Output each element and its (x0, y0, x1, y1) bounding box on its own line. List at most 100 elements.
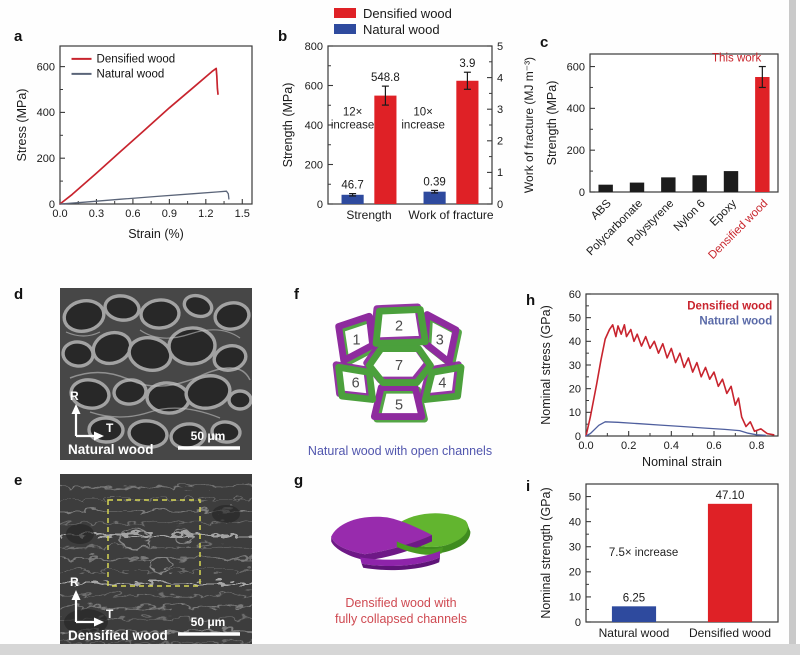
svg-text:0: 0 (49, 199, 55, 211)
svg-text:1.2: 1.2 (198, 208, 213, 220)
svg-text:Strength: Strength (346, 208, 391, 222)
svg-text:Densified wood: Densified wood (97, 53, 176, 65)
svg-text:30: 30 (569, 360, 581, 372)
sem-label: Densified wood (68, 628, 168, 643)
collapsed-channels-diagram (320, 486, 480, 592)
chart-svg-h: 0 10 20 30 40 50 60 0.0 0.2 0.4 0.6 0.8 Nominal stra… (539, 289, 779, 469)
strength-workoffracture-bar-chart: 0 200 400 600 800 0 1 2 3 4 5 Strength (MPa) Work of… (280, 36, 538, 226)
panel-label-b: b (278, 28, 288, 45)
svg-text:R: R (70, 575, 79, 589)
svg-text:Densified wood: Densified wood (687, 301, 772, 313)
caption-collapsed-line2: fully collapsed channels (334, 611, 468, 626)
cell-number-3: 3 (436, 332, 444, 348)
sem-densified-svg: R T Densified wood 50 μm (55, 474, 260, 646)
svg-text:Densified wood: Densified wood (706, 198, 770, 262)
svg-text:Natural wood: Natural wood (699, 316, 772, 328)
svg-text:Nylon 6: Nylon 6 (672, 198, 708, 234)
caption-collapsed-line1: Densified wood with (345, 596, 457, 610)
svg-text:Strength (MPa): Strength (MPa) (545, 81, 559, 166)
screenshot-right-edge (789, 0, 796, 655)
svg-text:0.0: 0.0 (578, 440, 593, 452)
svg-text:200: 200 (305, 159, 323, 171)
svg-text:800: 800 (305, 41, 323, 53)
svg-text:increase: increase (401, 120, 444, 132)
svg-text:400: 400 (567, 103, 585, 115)
stress-strain-chart: 0 200 400 600 0.0 0.3 0.6 0.9 1.2 1.5 Strain (%) St… (14, 36, 262, 244)
svg-text:20: 20 (569, 567, 581, 579)
sem-label: Natural wood (68, 442, 154, 457)
svg-text:0: 0 (317, 199, 323, 211)
legend-label-densified: Densified wood (363, 5, 452, 21)
collapsed-channels-svg (331, 513, 471, 571)
svg-text:3: 3 (497, 104, 503, 116)
svg-text:Work of fracture: Work of fracture (408, 208, 493, 222)
svg-text:548.8: 548.8 (371, 72, 400, 84)
svg-text:50 μm: 50 μm (191, 615, 226, 629)
cell-number-5: 5 (395, 398, 403, 414)
svg-text:12×: 12× (343, 107, 363, 119)
svg-text:0: 0 (575, 617, 581, 629)
svg-text:Natural wood: Natural wood (97, 68, 165, 80)
svg-text:50 μm: 50 μm (191, 429, 226, 443)
svg-text:0: 0 (575, 431, 581, 443)
svg-text:increase: increase (331, 120, 374, 132)
panel-label-f: f (294, 286, 299, 303)
svg-text:Strength (MPa): Strength (MPa) (281, 83, 295, 168)
panel-label-c: c (540, 34, 549, 51)
svg-text:0.39: 0.39 (423, 176, 445, 188)
chart-svg-c: 0 200 400 600 Strength (MPa) ABSPolycarbonate… (545, 53, 779, 262)
scale-bar: 50 μm (178, 615, 240, 636)
svg-text:600: 600 (37, 61, 55, 73)
svg-text:0.8: 0.8 (749, 440, 764, 452)
legend-item-densified: Densified wood (334, 5, 452, 21)
svg-text:40: 40 (569, 336, 581, 348)
svg-text:0.6: 0.6 (706, 440, 721, 452)
panel-label-h: h (526, 292, 536, 309)
caption-open-channels: Natural wood with open channels (307, 444, 493, 458)
svg-text:0.6: 0.6 (125, 208, 140, 220)
caption-collapsed-channels: Densified wood with fully collapsed chan… (282, 596, 520, 627)
cell-number-6: 6 (352, 376, 360, 392)
svg-text:Polycarbonate: Polycarbonate (585, 198, 645, 258)
svg-text:20: 20 (569, 383, 581, 395)
svg-text:10: 10 (569, 592, 581, 604)
svg-text:T: T (106, 607, 114, 621)
legend-swatch-natural-icon (334, 24, 356, 34)
rt-axes-icon: R T (70, 575, 114, 627)
svg-text:Stress (MPa): Stress (MPa) (15, 89, 29, 162)
svg-text:30: 30 (569, 542, 581, 554)
svg-text:0.2: 0.2 (621, 440, 636, 452)
panel-label-i: i (526, 478, 531, 495)
svg-text:10: 10 (569, 407, 581, 419)
panel-label-e: e (14, 472, 23, 489)
svg-text:2: 2 (497, 136, 503, 148)
svg-text:60: 60 (569, 289, 581, 301)
chart-svg-a: 0 200 400 600 0.0 0.3 0.6 0.9 1.2 1.5 Strain (%) St… (15, 45, 253, 241)
svg-text:Nominal stress (GPa): Nominal stress (GPa) (539, 305, 553, 424)
svg-text:47.10: 47.10 (716, 490, 745, 502)
svg-text:Nominal strain: Nominal strain (642, 455, 722, 469)
svg-text:400: 400 (37, 107, 55, 119)
chart-svg-b: 0 200 400 600 800 0 1 2 3 4 5 Strength (MPa) Work of… (281, 41, 536, 222)
svg-text:Densified wood: Densified wood (689, 626, 771, 640)
cell-number-2: 2 (395, 319, 403, 335)
svg-text:This work: This work (712, 53, 761, 65)
svg-text:1: 1 (497, 167, 503, 179)
svg-text:10×: 10× (413, 107, 433, 119)
panel-label-a: a (14, 28, 23, 45)
legend-swatch-densified-icon (334, 8, 356, 18)
svg-text:46.7: 46.7 (341, 180, 363, 192)
open-channels-diagram: 1 2 3 4 5 6 7 (314, 290, 484, 436)
legend-label-natural: Natural wood (363, 21, 440, 37)
svg-text:R: R (70, 389, 79, 403)
figure-legend: Densified wood Natural wood (334, 5, 452, 37)
chart-svg-i: 0 10 20 30 40 50 Nominal strength (GPa) 6.25 Nat… (539, 483, 779, 640)
svg-text:ABS: ABS (589, 197, 614, 222)
svg-text:600: 600 (305, 80, 323, 92)
cell-number-1: 1 (352, 332, 360, 348)
svg-text:6.25: 6.25 (623, 592, 645, 604)
svg-text:7.5× increase: 7.5× increase (609, 547, 678, 559)
svg-text:3.9: 3.9 (459, 58, 475, 70)
panel-label-g: g (294, 472, 304, 489)
